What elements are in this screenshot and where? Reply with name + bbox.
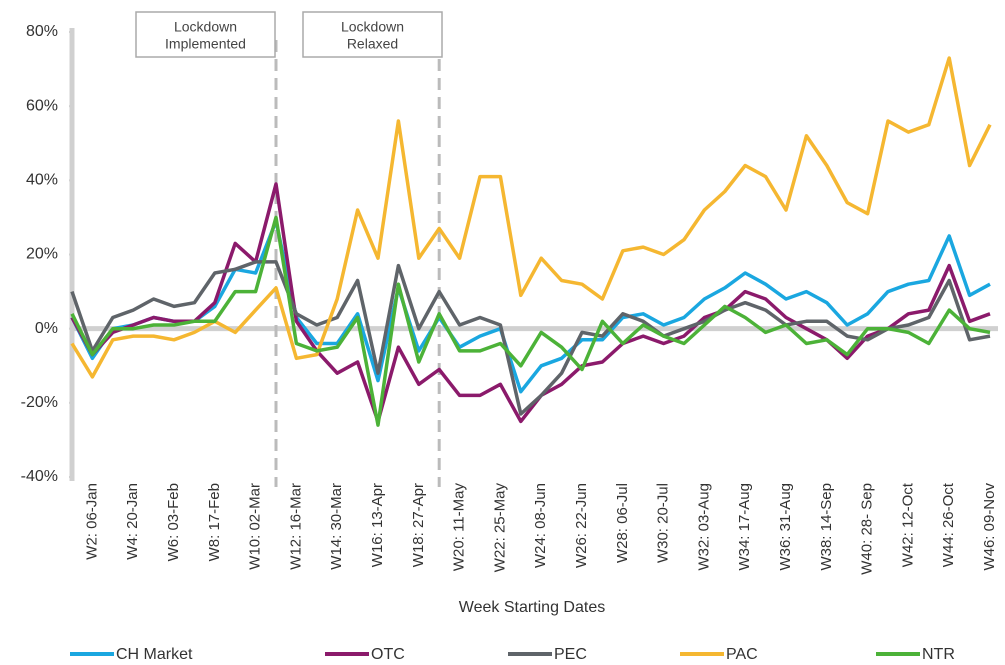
x-tick-label: W12: 16-Mar [287, 483, 304, 570]
series-line [70, 219, 991, 394]
x-tick-label: W30: 20-Jul [655, 483, 672, 563]
x-tick-label: W14: 30-Mar [328, 483, 345, 570]
y-tick-label: 0% [35, 320, 58, 337]
x-tick-label: W38: 14-Sep [818, 483, 835, 571]
x-axis-label: Week Starting Dates [459, 599, 605, 616]
x-tick-label: W32: 03-Aug [695, 483, 712, 571]
x-tick-label: W42: 12-Oct [899, 482, 916, 567]
annotation: Relaxed [347, 36, 398, 52]
x-tick-label: W44: 26-Oct [940, 482, 957, 567]
annotation: Lockdown [174, 19, 237, 35]
x-tick-label: W34: 17-Aug [736, 483, 753, 571]
x-tick-label: W8: 17-Feb [206, 483, 223, 561]
annotation: Lockdown [341, 19, 404, 35]
x-tick-label: W28: 06-Jul [614, 483, 631, 563]
x-tick-label: W6: 03-Feb [165, 483, 182, 561]
legend-label: CH Market [116, 646, 193, 663]
x-tick-label: W10: 02-Mar [247, 483, 264, 570]
y-tick-label: 20% [26, 246, 58, 263]
series-line [70, 260, 991, 416]
legend-label: OTC [371, 646, 405, 663]
x-tick-label: W4: 20-Jan [124, 483, 141, 560]
legend-label: NTR [922, 646, 955, 663]
x-tick-label: W40: 28- Sep [859, 483, 876, 575]
annotation-box [135, 11, 276, 58]
series-line [70, 182, 991, 424]
x-tick-label: W18: 27-Apr [410, 483, 427, 567]
annotation: Implemented [165, 36, 246, 52]
y-tick-label: 40% [26, 172, 58, 189]
x-tick-label: W26: 22-Jun [573, 483, 590, 568]
legend-label: PAC [726, 646, 758, 663]
annotation-box [302, 11, 443, 58]
x-tick-label: W20: 11-May [451, 483, 468, 572]
legend-label: PEC [554, 646, 587, 663]
y-tick-label: -20% [21, 394, 58, 411]
series-line [70, 56, 992, 379]
x-tick-label: W24: 08-Jun [532, 483, 549, 568]
x-tick-label: W16: 13-Apr [369, 483, 386, 567]
y-tick-label: 80% [26, 23, 58, 40]
y-tick-label: 60% [26, 97, 58, 114]
x-tick-label: W46: 09-Nov [981, 483, 998, 571]
y-tick-label: -40% [21, 468, 58, 485]
x-tick-label: W22: 25-May [491, 483, 508, 573]
series-line [70, 215, 991, 427]
x-tick-label: W2: 06-Jan [83, 483, 100, 560]
x-tick-label: W36: 31-Aug [777, 483, 794, 571]
